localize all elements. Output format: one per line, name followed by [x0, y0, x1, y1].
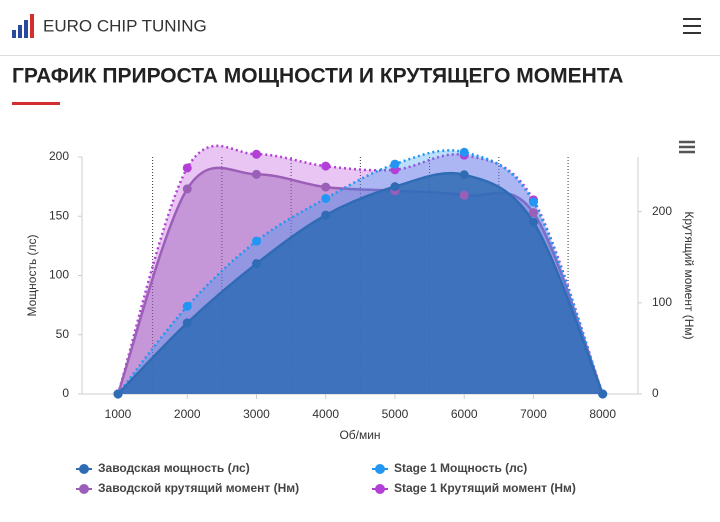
point-marker [390, 182, 400, 192]
y-tick-label: 0 [62, 386, 69, 400]
y2-tick-label: 200 [652, 204, 672, 218]
point-marker [598, 389, 608, 399]
point-marker [113, 389, 123, 399]
legend-item[interactable]: Заводской крутящий момент (Нм) [76, 481, 299, 495]
area-fill [118, 173, 603, 394]
point-marker [459, 170, 469, 180]
chart: 1000 2000 3000 4000 5000 6000 7000 800005010015… [25, 144, 696, 495]
legend-label: Заводской крутящий момент (Нм) [98, 481, 299, 495]
legend-item[interactable]: Заводская мощность (лс) [76, 461, 250, 475]
point-marker [528, 197, 538, 207]
point-marker [251, 169, 261, 179]
x-tick-label: 6000 [451, 407, 478, 421]
menu-button[interactable] [683, 18, 701, 34]
title-underline [12, 102, 60, 105]
chart-menu[interactable] [679, 140, 695, 154]
point-marker [182, 301, 192, 311]
y2-tick-label: 100 [652, 295, 672, 309]
series-line [116, 144, 604, 395]
point-marker [251, 236, 261, 246]
point-marker [321, 182, 331, 192]
y2-tick-label: 0 [652, 386, 659, 400]
point-marker [251, 149, 261, 159]
point-marker [182, 184, 192, 194]
logo-icon [12, 14, 34, 38]
y-tick-label: 100 [49, 268, 69, 282]
point-marker [459, 147, 469, 157]
x-tick-label: 2000 [174, 407, 201, 421]
legend-marker [375, 464, 385, 474]
point-marker [321, 210, 331, 220]
page-title: ГРАФИК ПРИРОСТА МОЩНОСТИ И КРУТЯЩЕГО МОМ… [12, 65, 623, 88]
point-marker [182, 318, 192, 328]
legend-item[interactable]: Stage 1 Мощность (лс) [372, 461, 527, 475]
point-marker [251, 259, 261, 269]
legend-marker [375, 484, 385, 494]
x-tick-label: 3000 [243, 407, 270, 421]
legend-label: Stage 1 Мощность (лс) [394, 461, 527, 475]
legend-label: Заводская мощность (лс) [98, 461, 250, 475]
y-tick-label: 50 [56, 327, 70, 341]
point-marker [390, 159, 400, 169]
x-tick-label: 4000 [312, 407, 339, 421]
logo-text: EURO CHIP TUNING [43, 16, 207, 35]
series-line [117, 149, 604, 395]
y-axis-title: Мощность (лс) [25, 234, 39, 316]
x-tick-label: 5000 [382, 407, 409, 421]
y-tick-label: 150 [49, 208, 69, 222]
point-marker [182, 163, 192, 173]
legend-item[interactable]: Stage 1 Крутящий момент (Нм) [372, 481, 576, 495]
y2-axis-title: Крутящий момент (Нм) [682, 211, 696, 339]
legend-marker [79, 464, 89, 474]
point-marker [528, 208, 538, 218]
series-line [117, 171, 604, 395]
x-axis-title: Об/мин [339, 428, 380, 442]
x-tick-label: 8000 [589, 407, 616, 421]
legend-label: Stage 1 Крутящий момент (Нм) [394, 481, 576, 495]
legend-marker [79, 484, 89, 494]
point-marker [321, 161, 331, 171]
x-tick-label: 1000 [105, 407, 132, 421]
x-tick-label: 7000 [520, 407, 547, 421]
point-marker [459, 190, 469, 200]
y-tick-label: 200 [49, 149, 69, 163]
point-marker [528, 217, 538, 227]
point-marker [321, 193, 331, 203]
